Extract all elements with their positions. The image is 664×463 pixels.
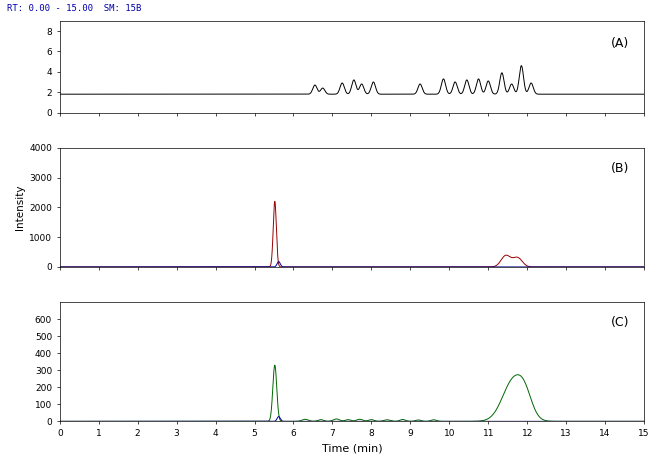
Text: (C): (C) [611, 316, 629, 330]
Text: (A): (A) [612, 38, 629, 50]
X-axis label: Time (min): Time (min) [321, 444, 382, 454]
Text: (B): (B) [611, 162, 629, 175]
Y-axis label: Intensity: Intensity [15, 185, 25, 230]
Text: RT: 0.00 - 15.00  SM: 15B: RT: 0.00 - 15.00 SM: 15B [7, 4, 141, 13]
